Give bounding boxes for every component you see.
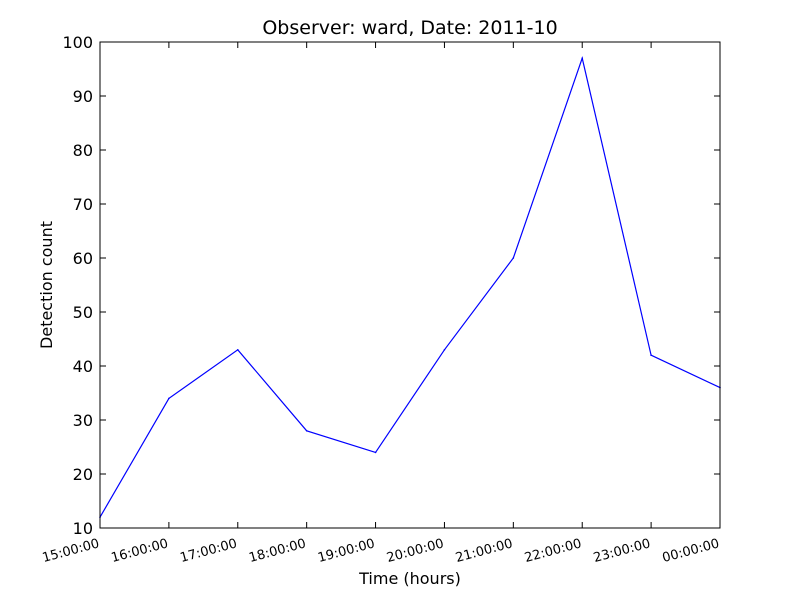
data-point: [650, 354, 652, 357]
series-line: [99, 56, 721, 518]
y-tick-label: 70: [73, 195, 93, 214]
data-point: [443, 349, 446, 351]
data-point: [236, 349, 239, 351]
y-tick-label: 30: [73, 411, 93, 430]
y-tick-label: 100: [62, 33, 93, 52]
y-tick-label: 50: [73, 303, 93, 322]
y-axis-label: Detection count: [37, 221, 56, 349]
data-point: [168, 397, 170, 400]
y-tick-label: 80: [73, 141, 93, 160]
data-point: [305, 430, 308, 432]
y-tick-label: 40: [73, 357, 93, 376]
y-tick-label: 60: [73, 249, 93, 268]
chart-title: Observer: ward, Date: 2011-10: [262, 17, 557, 39]
plot-frame: [99, 41, 721, 529]
data-point: [512, 257, 515, 259]
data-point: [374, 451, 377, 454]
data-point: [581, 57, 584, 59]
x-axis-label: Time (hours): [358, 569, 461, 588]
y-tick-label: 90: [73, 87, 93, 106]
y-tick-label: 10: [73, 519, 93, 538]
y-tick-label: 20: [73, 465, 93, 484]
